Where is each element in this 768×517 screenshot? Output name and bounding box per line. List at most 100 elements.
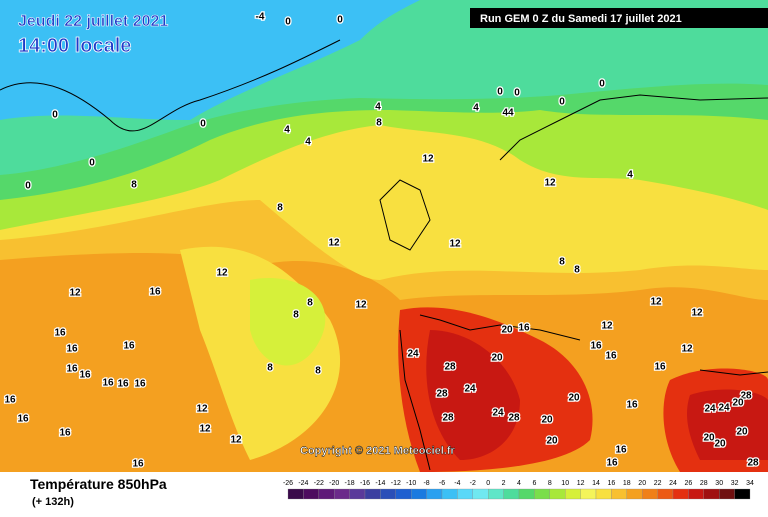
- contour-label: 8: [293, 310, 299, 321]
- contour-label: 0: [200, 119, 206, 130]
- contour-label: 16: [54, 328, 66, 339]
- contour-label: 0: [52, 110, 58, 121]
- colorbar-swatch: [672, 488, 689, 500]
- colorbar-swatch: [503, 488, 520, 500]
- contour-label: 24: [492, 408, 504, 419]
- contour-label: 12: [544, 178, 556, 189]
- colorbar-swatch: [457, 488, 473, 500]
- colorbar-tick-label: 34: [746, 480, 754, 487]
- colorbar-tick-label: 4: [517, 480, 521, 487]
- contour-label: 20: [714, 439, 726, 450]
- contour-label: 0: [285, 17, 291, 28]
- contour-label: 12: [328, 238, 340, 249]
- run-info: Run GEM 0 Z du Samedi 17 juillet 2021: [480, 13, 682, 25]
- contour-label: 28: [740, 391, 752, 402]
- colorbar-swatch: [334, 488, 350, 500]
- contour-label: 0: [25, 181, 31, 192]
- contour-label: 12: [601, 321, 613, 332]
- colorbar-swatch: [734, 488, 751, 500]
- contour-label: 4: [627, 170, 633, 181]
- contour-label: 28: [436, 389, 448, 400]
- contour-label: 8: [307, 298, 313, 309]
- colorbar-tick-label: 14: [592, 480, 600, 487]
- colorbar-tick-label: 28: [700, 480, 708, 487]
- colorbar-tick-label: -4: [454, 480, 460, 487]
- contour-label: 16: [626, 400, 638, 411]
- colorbar-swatch: [626, 488, 643, 500]
- colorbar-tick-label: 24: [669, 480, 677, 487]
- colorbar-tick-label: -2: [470, 480, 476, 487]
- contour-label: 16: [79, 370, 91, 381]
- footer-title: Température 850hPa: [30, 476, 167, 492]
- contour-label: 12: [449, 239, 461, 250]
- contour-label: 16: [605, 351, 617, 362]
- contour-label: 16: [132, 459, 144, 470]
- contour-label: 16: [59, 428, 71, 439]
- contour-label: 44: [502, 108, 514, 119]
- contour-label: 12: [422, 154, 434, 165]
- colorbar-tick-label: -10: [406, 480, 416, 487]
- contour-label: 16: [590, 341, 602, 352]
- contour-label: 24: [407, 349, 419, 360]
- colorbar-tick-label: -20: [329, 480, 339, 487]
- colorbar-swatch: [349, 488, 366, 500]
- contour-label: 16: [66, 364, 78, 375]
- contour-label: 24: [464, 384, 476, 395]
- colorbar-tick-label: 18: [623, 480, 631, 487]
- colorbar-tick-label: -14: [375, 480, 385, 487]
- colorbar-tick-label: -18: [345, 480, 355, 487]
- colorbar-tick-label: 22: [654, 480, 662, 487]
- colorbar-tick-label: 0: [486, 480, 490, 487]
- contour-label: 20: [491, 353, 503, 364]
- forecast-lead: (+ 132h): [32, 496, 74, 508]
- contour-label: 28: [444, 362, 456, 373]
- contour-label: 0: [599, 79, 605, 90]
- contour-label: 8: [277, 203, 283, 214]
- contour-label: 4: [473, 103, 479, 114]
- valid-date: Jeudi 22 juillet 2021: [18, 13, 168, 30]
- colorbar-tick-label: -6: [439, 480, 445, 487]
- contour-label: 16: [615, 445, 627, 456]
- contour-label: 28: [508, 413, 520, 424]
- colorbar-swatch: [642, 488, 658, 500]
- colorbar-swatch: [611, 488, 627, 500]
- contour-label: 12: [650, 297, 662, 308]
- colorbar-tick-label: -12: [391, 480, 401, 487]
- colorbar-swatch: [657, 488, 674, 500]
- contour-label: 8: [376, 118, 382, 129]
- contour-label: 24: [704, 404, 716, 415]
- colorbar: -26 -24 -22 -20 -18 -16 -14 -12 -10 -8 -6 -4 -2 0 2 4 6 8…: [283, 480, 754, 500]
- contour-label: 20: [732, 398, 744, 409]
- temperature-field: [0, 0, 768, 472]
- colorbar-tick-label: 16: [608, 480, 616, 487]
- coastlines: [0, 39, 768, 471]
- colorbar-swatch: [688, 488, 704, 500]
- contour-label: 4: [284, 125, 290, 136]
- colorbar-swatch: [488, 488, 504, 500]
- contour-label: 16: [606, 458, 618, 469]
- contour-label: 8: [559, 257, 565, 268]
- colorbar-swatch: [287, 488, 304, 500]
- colorbar-swatch: [580, 488, 597, 500]
- contour-label: 4: [375, 102, 381, 113]
- contour-label: 0: [497, 87, 503, 98]
- contour-label: 0: [337, 15, 343, 26]
- colorbar-swatch: [441, 488, 458, 500]
- colorbar-tick-label: 26: [685, 480, 693, 487]
- colorbar-swatch: [411, 488, 427, 500]
- colorbar-swatch: [518, 488, 535, 500]
- colorbar-tick-label: 12: [577, 480, 585, 487]
- contour-label: 20: [501, 325, 513, 336]
- colorbar-swatch: [534, 488, 550, 500]
- contour-label: 12: [196, 404, 208, 415]
- valid-time: 14:00 locale: [18, 35, 131, 57]
- contour-label: 4: [305, 137, 311, 148]
- colorbar-tick-label: -22: [314, 480, 324, 487]
- contour-label: 0: [559, 97, 565, 108]
- contour-label: 24: [718, 403, 730, 414]
- colorbar-swatch: [565, 488, 581, 500]
- contour-label: 8: [267, 363, 273, 374]
- colorbar-swatch: [719, 488, 735, 500]
